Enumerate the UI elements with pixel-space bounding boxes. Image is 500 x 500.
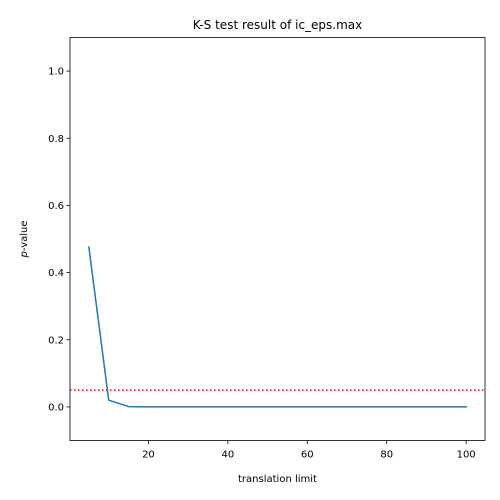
x-axis: 20 40 60 80 100	[142, 440, 476, 461]
x-tick-label: 20	[142, 450, 155, 461]
y-axis-label-italic: p	[19, 251, 30, 258]
x-tick-label: 40	[221, 450, 234, 461]
plot-area	[70, 246, 485, 408]
x-tick-label: 80	[380, 450, 393, 461]
series-line	[88, 246, 467, 408]
x-tick-label: 60	[301, 450, 314, 461]
y-tick-label: 0.2	[48, 335, 64, 346]
y-tick-label: 1.0	[48, 67, 64, 78]
y-tick-label: 0.0	[48, 402, 64, 413]
y-tick-label: 0.8	[48, 134, 64, 145]
axes-frame	[69, 37, 486, 441]
y-axis-label: p-value	[19, 220, 30, 258]
y-axis-label-rest: -value	[19, 220, 30, 251]
x-tick-label: 100	[457, 450, 476, 461]
y-tick-label: 0.6	[48, 201, 64, 212]
y-axis: 0.0 0.2 0.4 0.6 0.8 1.0	[48, 67, 70, 413]
y-tick-label: 0.4	[48, 268, 64, 279]
chart-title: K-S test result of ic_eps.max	[193, 18, 363, 32]
x-axis-label: translation limit	[238, 474, 317, 485]
